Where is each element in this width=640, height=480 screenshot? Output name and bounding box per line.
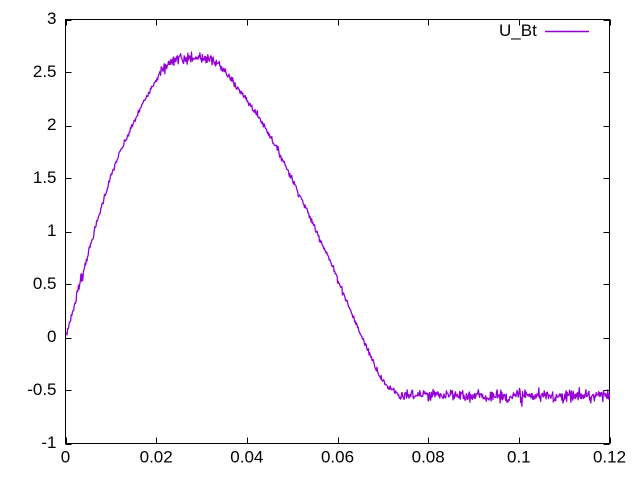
svg-text:-0.5: -0.5 (27, 380, 56, 399)
svg-text:0: 0 (61, 448, 70, 467)
svg-text:0.5: 0.5 (33, 274, 57, 293)
svg-text:0.02: 0.02 (140, 448, 173, 467)
svg-text:0.04: 0.04 (230, 448, 263, 467)
svg-text:0.12: 0.12 (593, 448, 626, 467)
svg-text:0.08: 0.08 (412, 448, 445, 467)
svg-text:0: 0 (47, 327, 56, 346)
svg-text:2.5: 2.5 (33, 62, 57, 81)
svg-text:-1: -1 (41, 433, 56, 452)
svg-text:0.06: 0.06 (321, 448, 354, 467)
svg-text:2: 2 (47, 115, 56, 134)
svg-text:1.5: 1.5 (33, 168, 57, 187)
svg-text:0.1: 0.1 (507, 448, 531, 467)
svg-text:U_Bt: U_Bt (499, 21, 537, 40)
svg-text:3: 3 (47, 9, 56, 28)
svg-text:1: 1 (47, 221, 56, 240)
